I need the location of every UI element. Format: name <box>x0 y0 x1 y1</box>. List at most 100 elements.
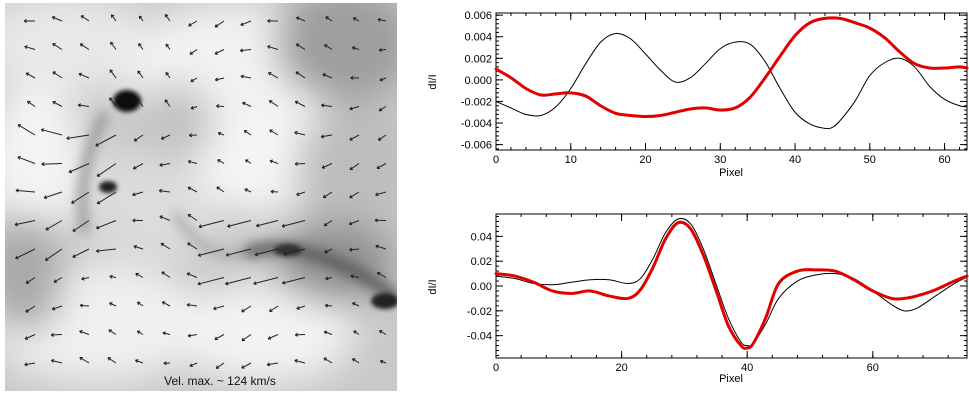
velocity-arrow <box>108 329 117 335</box>
velocity-arrow <box>268 100 279 107</box>
velocity-arrow <box>239 48 252 53</box>
chart-top-frame <box>495 12 968 151</box>
velocity-arrow <box>160 134 171 140</box>
velocity-arrow <box>349 247 360 252</box>
velocity-arrow <box>295 71 306 79</box>
velocity-arrow <box>50 358 63 364</box>
velocity-arrow <box>241 305 252 313</box>
velocity-arrow <box>190 77 198 83</box>
velocity-arrow <box>241 334 252 342</box>
velocity-arrow <box>321 163 333 169</box>
velocity-arrow <box>214 20 225 28</box>
velocity-arrow <box>379 359 387 364</box>
velocity-arrow <box>321 103 333 108</box>
velocity-arrow <box>241 362 252 369</box>
velocity-arrow <box>15 248 36 260</box>
velocity-arrow <box>15 188 36 193</box>
velocity-arrow <box>268 72 279 79</box>
velocity-arrow <box>50 332 63 337</box>
chart-top: 0 10 20 30 40 50 60 -0.006 -0.004 -0.002 0.000 0.00… <box>427 10 969 179</box>
velocity-arrow <box>197 248 225 257</box>
velocity-arrow <box>244 188 252 193</box>
velocity-arrow <box>163 361 171 366</box>
velocity-arrow <box>159 215 171 221</box>
velocity-arrow <box>165 43 171 50</box>
chart-top-ytick-label: 0.004 <box>464 32 492 44</box>
velocity-arrow <box>281 220 306 228</box>
velocity-arrow <box>187 333 198 338</box>
velocity-arrow <box>107 357 117 364</box>
velocity-arrow <box>188 20 198 27</box>
velocity-arrow <box>294 332 306 337</box>
velocity-arrow <box>374 218 387 223</box>
velocity-arrow <box>227 220 252 228</box>
velocity-arrow <box>216 186 225 193</box>
velocity-arrow <box>348 220 360 226</box>
chart-top-ytick-label: 0.006 <box>464 10 492 22</box>
velocity-arrow <box>349 163 360 171</box>
velocity-arrow <box>132 191 144 197</box>
velocity-arrow <box>324 248 333 254</box>
velocity-arrow <box>353 330 360 335</box>
velocity-arrow <box>294 359 306 364</box>
velocity-caption: Vel. max. ~ 124 km/s <box>164 374 276 388</box>
velocity-arrow <box>72 220 90 232</box>
velocity-arrow <box>350 274 360 279</box>
velocity-arrow <box>266 362 279 367</box>
velocity-arrow <box>110 41 117 50</box>
velocity-arrow <box>44 248 63 261</box>
velocity-arrow <box>45 220 63 231</box>
velocity-arrow <box>323 330 333 335</box>
velocity-arrow <box>161 301 171 307</box>
velocity-arrow <box>283 248 306 256</box>
velocity-arrow <box>137 70 144 79</box>
velocity-arrow <box>77 103 90 108</box>
velocity-arrow <box>158 188 171 193</box>
velocity-arrow <box>213 305 225 311</box>
velocity-arrow <box>296 305 306 310</box>
velocity-arrow <box>378 48 387 52</box>
velocity-arrow <box>295 43 306 50</box>
velocity-arrow <box>240 20 252 27</box>
velocity-arrow <box>296 191 306 196</box>
velocity-arrow <box>267 334 279 340</box>
velocity-arrow <box>189 49 198 55</box>
velocity-arrow <box>352 17 360 22</box>
velocity-arrow <box>79 356 90 364</box>
velocity-arrow <box>164 14 171 22</box>
velocity-arrow <box>378 300 387 307</box>
velocity-arrow <box>81 276 90 281</box>
chart-bottom-xtick-label: 0 <box>493 362 499 374</box>
velocity-arrow <box>324 303 333 308</box>
chart-top-xtick-label: 0 <box>493 154 499 166</box>
velocity-arrow <box>197 277 225 286</box>
velocity-arrow <box>320 134 333 139</box>
velocity-arrow <box>79 330 90 335</box>
velocity-arrow <box>190 105 198 110</box>
velocity-arrow <box>187 242 198 250</box>
velocity-arrow <box>349 106 360 111</box>
velocity-arrow <box>133 134 144 142</box>
velocity-arrow <box>255 220 279 228</box>
velocity-arrow <box>40 128 63 136</box>
chart-bottom: 0 20 40 60 -0.04 -0.02 0.00 0.02 0.04 Pixel dI/I <box>427 213 969 385</box>
velocity-arrow <box>378 106 387 112</box>
chart-bottom-ticks: 0 20 40 60 -0.04 -0.02 0.00 0.02 0.04 <box>467 214 967 374</box>
velocity-arrow <box>135 359 144 364</box>
velocity-arrow <box>80 15 90 22</box>
velocity-arrow <box>27 100 36 107</box>
velocity-arrow <box>350 75 360 80</box>
velocity-arrow <box>243 130 252 136</box>
velocity-arrow <box>186 272 198 278</box>
velocity-arrow <box>214 77 225 82</box>
chart-bottom-series <box>494 217 969 350</box>
velocity-arrow <box>136 330 144 335</box>
velocity-arrow <box>379 77 387 82</box>
velocity-arrow <box>96 248 117 253</box>
velocity-field-map: Vel. max. ~ 124 km/s <box>5 3 397 391</box>
chart-top-ytick-label: -0.004 <box>461 118 492 130</box>
velocity-arrow <box>78 72 90 79</box>
velocity-arrow <box>325 16 333 22</box>
velocity-arrow <box>376 271 387 278</box>
velocity-arrow <box>188 133 198 138</box>
